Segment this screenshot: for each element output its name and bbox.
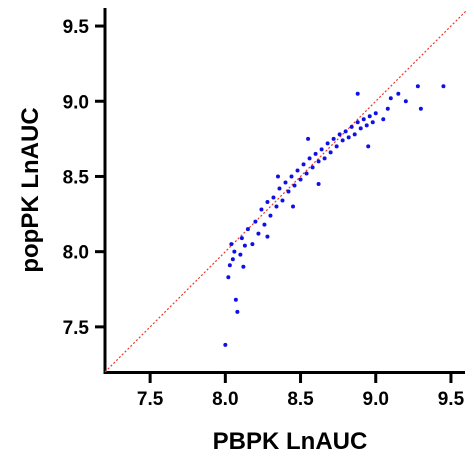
data-point — [235, 309, 240, 314]
data-point — [396, 91, 401, 96]
data-point — [289, 174, 294, 179]
data-point — [253, 219, 258, 224]
data-point — [418, 106, 423, 111]
data-point — [286, 189, 291, 194]
data-point — [388, 96, 393, 101]
data-point — [307, 156, 312, 161]
data-point — [310, 165, 315, 170]
reference-line-layer — [104, 10, 467, 373]
points-layer — [223, 84, 446, 347]
data-point — [291, 204, 296, 209]
data-point — [271, 195, 276, 200]
data-point — [367, 114, 372, 119]
data-point — [265, 200, 270, 205]
data-point — [346, 135, 351, 140]
data-point — [233, 297, 238, 302]
data-point — [355, 91, 360, 96]
data-point — [319, 147, 324, 152]
data-point — [250, 242, 255, 247]
data-point — [349, 124, 354, 129]
data-point — [328, 150, 333, 155]
data-point — [304, 171, 309, 176]
data-point — [262, 222, 267, 227]
y-tick-label: 8.0 — [63, 243, 89, 264]
data-point — [370, 120, 375, 125]
data-point — [245, 227, 250, 232]
data-point — [275, 174, 280, 179]
data-point — [298, 177, 303, 182]
data-point — [316, 181, 321, 186]
data-point — [316, 159, 321, 164]
data-point — [366, 144, 371, 149]
data-point — [277, 186, 282, 191]
data-point — [385, 106, 390, 111]
data-point — [403, 99, 408, 104]
data-point — [229, 242, 234, 247]
data-point — [337, 132, 342, 137]
data-point — [223, 342, 228, 347]
data-point — [259, 207, 264, 212]
y-ticks: 7.5 8.0 8.5 9.0 9.5 — [63, 17, 105, 339]
y-axis-title: popPK LnAUC — [17, 107, 44, 272]
data-point — [364, 123, 369, 128]
data-point — [352, 132, 357, 137]
data-point — [227, 263, 232, 268]
data-point — [325, 141, 330, 146]
data-point — [232, 249, 237, 254]
data-point — [295, 168, 300, 173]
y-tick-label: 7.5 — [63, 318, 90, 339]
x-tick-label: 8.5 — [287, 389, 314, 410]
data-point — [340, 138, 345, 143]
data-point — [358, 126, 363, 131]
x-tick-label: 9.0 — [363, 389, 389, 410]
data-point — [306, 136, 311, 141]
data-point — [361, 117, 366, 122]
data-point — [226, 275, 231, 280]
data-point — [239, 236, 244, 241]
data-point — [283, 180, 288, 185]
data-point — [230, 257, 235, 262]
data-point — [441, 84, 446, 89]
data-point — [241, 264, 246, 269]
data-point — [343, 129, 348, 134]
data-point — [334, 144, 339, 149]
data-point — [242, 243, 247, 248]
y-tick-label: 9.5 — [63, 17, 90, 38]
y-tick-label: 8.5 — [63, 167, 90, 188]
data-point — [274, 204, 279, 209]
data-point — [256, 231, 261, 236]
data-point — [238, 252, 243, 257]
x-tick-label: 8.0 — [212, 389, 238, 410]
x-ticks: 7.5 8.0 8.5 9.0 9.5 — [137, 374, 465, 410]
data-point — [268, 213, 273, 218]
data-point — [265, 234, 270, 239]
data-point — [280, 198, 285, 203]
data-point — [292, 183, 297, 188]
x-axis-title: PBPK LnAUC — [213, 428, 368, 455]
data-point — [373, 111, 378, 116]
data-point — [381, 117, 386, 122]
data-point — [415, 84, 420, 89]
x-tick-label: 9.5 — [438, 389, 465, 410]
data-point — [313, 151, 318, 156]
identity-reference-line — [104, 10, 467, 373]
data-point — [301, 162, 306, 167]
data-point — [331, 136, 336, 141]
y-tick-label: 9.0 — [63, 92, 89, 113]
x-tick-label: 7.5 — [137, 389, 164, 410]
data-point — [322, 156, 327, 161]
data-point — [355, 120, 360, 125]
